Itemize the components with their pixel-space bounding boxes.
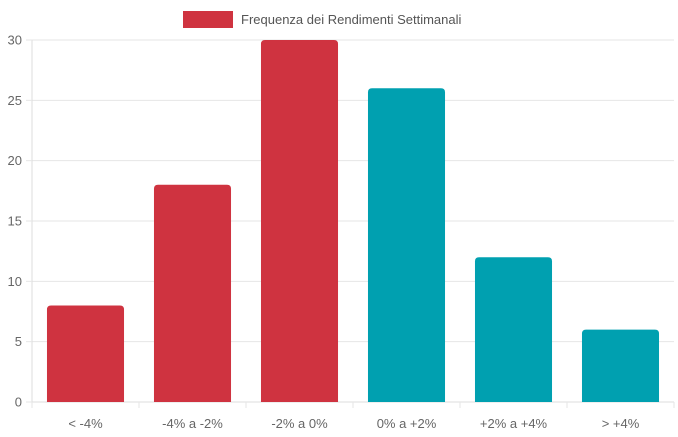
y-tick-label: 10 [8,274,22,289]
x-tick-label: -4% a -2% [162,416,223,431]
x-axis-ticks: < -4% -4% a -2% -2% a 0% 0% a +2% +2% a +4% >… [31,402,675,431]
bar-2[interactable] [153,184,232,402]
gridlines [32,39,674,343]
x-tick-label: -2% a 0% [271,416,328,431]
y-axis-ticks: 0 5 10 15 20 25 30 [8,33,32,410]
x-tick-label: < -4% [68,416,103,431]
bars [46,40,660,403]
y-tick-label: 5 [15,334,22,349]
x-tick-label: > +4% [602,416,640,431]
legend-swatch[interactable] [183,11,233,28]
bar-5[interactable] [474,257,553,402]
bar-3[interactable] [260,40,339,402]
bar-1[interactable] [46,305,125,402]
x-tick-label: 0% a +2% [377,416,437,431]
legend-label[interactable]: Frequenza dei Rendimenti Settimanali [241,12,462,27]
y-tick-label: 0 [15,395,22,410]
legend[interactable]: Frequenza dei Rendimenti Settimanali [183,11,462,28]
y-tick-label: 15 [8,214,22,229]
bar-6[interactable] [581,329,660,402]
y-tick-label: 20 [8,153,22,168]
y-tick-label: 30 [8,33,22,48]
x-tick-label: +2% a +4% [480,416,548,431]
y-tick-label: 25 [8,93,22,108]
bar-4[interactable] [367,88,446,403]
